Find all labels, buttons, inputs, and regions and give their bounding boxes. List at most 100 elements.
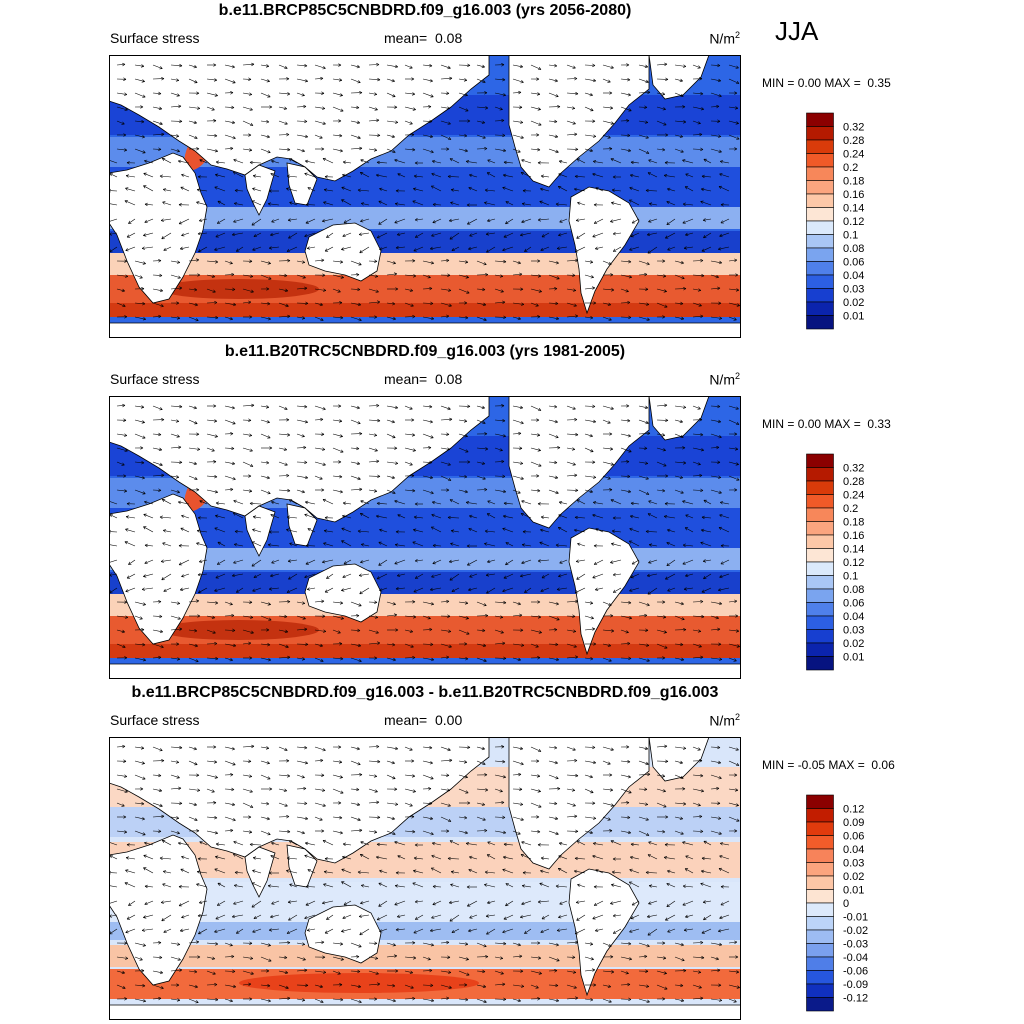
wind-vector (134, 64, 144, 67)
wind-vector (260, 760, 270, 764)
wind-vector-head (304, 460, 308, 465)
wind-vector-head (394, 405, 398, 410)
wind-vector (638, 956, 648, 958)
wind-vector (530, 489, 541, 492)
wind-vector-head (447, 747, 451, 752)
wind-vector (350, 461, 360, 465)
wind-vector-head (358, 999, 362, 1004)
wind-vector (404, 489, 416, 492)
wind-vector (540, 188, 550, 192)
wind-vector (520, 914, 532, 918)
wind-vector-head (179, 404, 183, 409)
land-australia (304, 904, 382, 964)
wind-vector (645, 531, 658, 533)
wind-vector-head (266, 420, 270, 424)
wind-vector (592, 232, 604, 238)
wind-vector-head (121, 462, 125, 466)
wind-vector-head (576, 499, 581, 503)
wind-vector (692, 260, 704, 262)
wind-vector (664, 857, 676, 860)
wind-vector-head (322, 614, 326, 618)
wind-vector (170, 816, 179, 819)
wind-vector-head (683, 461, 687, 465)
wind-vector-head (378, 903, 382, 907)
wind-vector (620, 106, 632, 112)
wind-vector (512, 78, 524, 83)
wind-vector (342, 232, 352, 237)
wind-vector (574, 517, 586, 519)
wind-vector-head (718, 867, 723, 871)
wind-vector-head (664, 744, 668, 749)
wind-vector-head (539, 200, 543, 204)
wind-vector-head (358, 603, 362, 607)
wind-vector-head (594, 928, 599, 932)
wind-vector-head (718, 775, 722, 780)
wind-vector (242, 956, 253, 959)
wind-vector (152, 657, 162, 659)
wind-vector-head (159, 288, 163, 293)
wind-vector-head (412, 829, 416, 834)
wind-vector (233, 159, 244, 164)
wind-vector-head (196, 188, 201, 192)
wind-vector (447, 517, 460, 519)
wind-vector-head (343, 220, 347, 224)
wind-vector-head (231, 954, 235, 959)
wind-vector-head (537, 315, 541, 319)
wind-vector (566, 970, 576, 973)
wind-vector (458, 274, 469, 278)
wind-vector-head (214, 641, 218, 646)
wind-vector-head (215, 842, 220, 846)
panel-title: b.e11.BRCP85C5CNBDRD.f09_g16.003 - b.e11… (131, 684, 719, 701)
wind-vector-head (485, 106, 489, 110)
wind-vector-head (267, 776, 271, 780)
wind-vector (538, 900, 550, 903)
wind-vector (692, 288, 701, 291)
wind-vector-head (394, 158, 398, 163)
wind-vector-head (229, 602, 233, 606)
wind-vector (559, 842, 568, 846)
wind-vector (152, 774, 162, 776)
wind-vector (674, 148, 684, 153)
wind-vector-head (123, 133, 127, 137)
wind-vector-head (124, 956, 129, 960)
wind-vector-head (158, 106, 162, 110)
colorbar-label: -0.06 (843, 966, 868, 978)
wind-vector (350, 316, 362, 321)
wind-vector (530, 643, 539, 648)
colorbar-label: 0.04 (843, 270, 864, 282)
wind-vector-head (464, 983, 468, 987)
wind-vector (548, 433, 559, 438)
wind-vector (503, 914, 514, 920)
wind-vector-head (630, 501, 634, 506)
wind-vector (234, 531, 244, 533)
wind-vector (728, 643, 740, 647)
wind-vector (540, 928, 550, 933)
wind-vector (296, 788, 307, 790)
wind-vector (397, 514, 406, 519)
wind-vector (404, 405, 413, 410)
wind-vector (476, 984, 486, 988)
wind-vector (486, 914, 496, 917)
wind-vector (656, 274, 666, 277)
wind-vector-head (217, 200, 221, 204)
wind-vector-head (631, 902, 636, 906)
wind-vector (341, 587, 352, 591)
max-value: 0.33 (867, 417, 891, 431)
wind-vector-head (322, 273, 326, 277)
wind-vector-head (627, 77, 631, 82)
wind-vector (357, 530, 370, 533)
wind-vector (548, 760, 558, 764)
wind-vector (468, 528, 478, 533)
wind-vector-head (558, 514, 562, 518)
wind-vector (163, 871, 172, 874)
wind-vector-head (662, 789, 666, 793)
wind-vector (224, 489, 234, 491)
wind-vector-head (541, 234, 545, 238)
wind-vector-head (321, 488, 325, 492)
wind-vector-head (627, 489, 631, 494)
wind-vector-head (718, 657, 723, 661)
wind-vector (397, 914, 406, 918)
wind-vector-head (663, 515, 668, 519)
wind-vector (163, 189, 172, 192)
wind-vector-head (539, 882, 543, 886)
